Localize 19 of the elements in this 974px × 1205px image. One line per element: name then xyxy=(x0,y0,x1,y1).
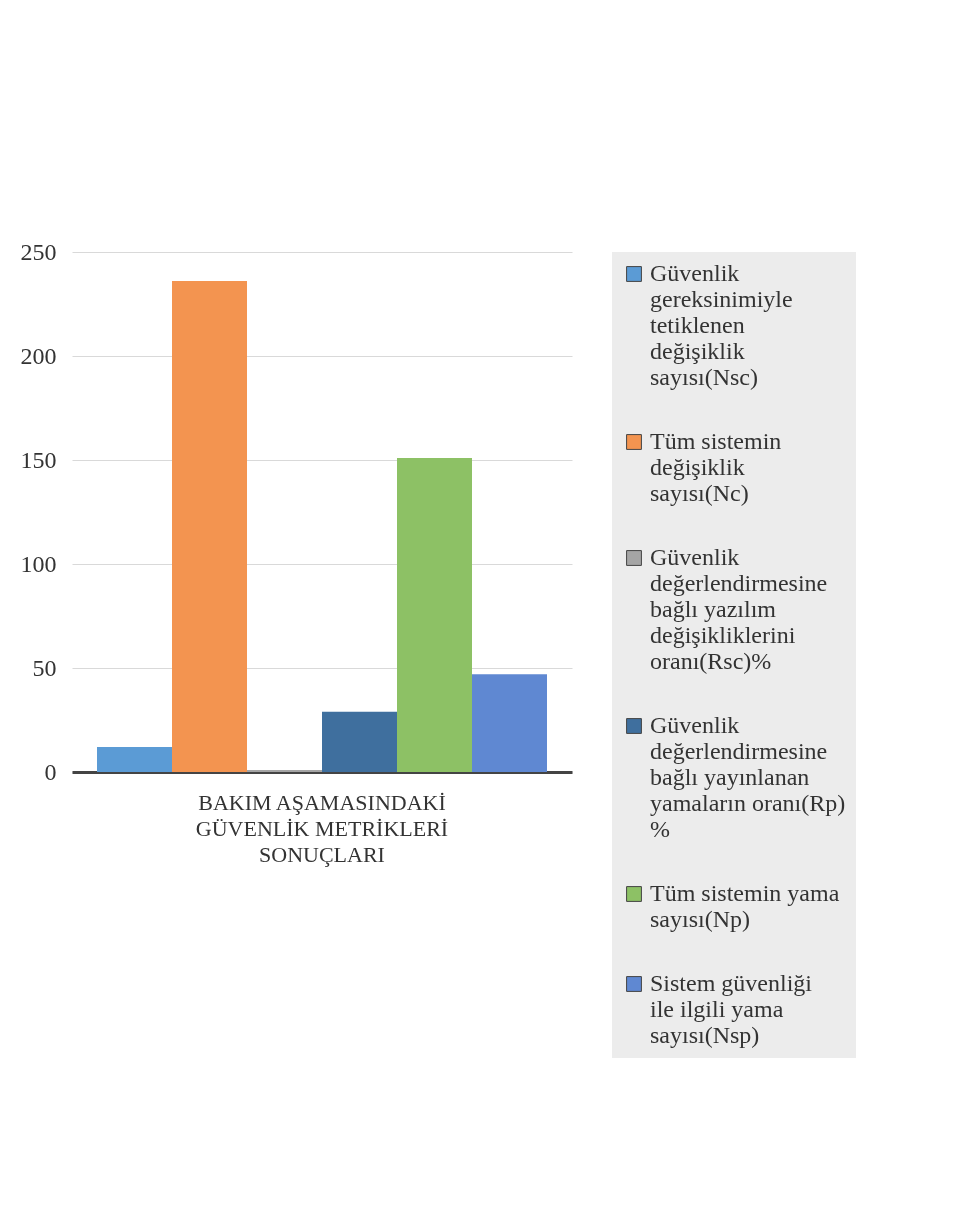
y-tick-label: 150 xyxy=(20,446,57,473)
legend-label: Güvenlik değerlendirmesine bağlı yayınlanan yamaların oranı(Rp) % xyxy=(650,712,846,842)
legend-label: Sistem güvenliği ile ilgili yama sayısı(Nsp) xyxy=(650,970,813,1048)
y-tick-label: 50 xyxy=(32,654,57,681)
y-tick-label: 0 xyxy=(44,758,57,785)
bar xyxy=(172,281,247,772)
bar xyxy=(397,457,472,772)
legend-label: Tüm sistemin değişiklik sayısı(Nc) xyxy=(650,428,782,506)
legend-label: Güvenlik gereksinimiyle tetiklenen değişiklik sayısı(Nsc) xyxy=(650,260,793,390)
x-tick-label: BAKIM AŞAMASINDAKİ GÜVENLİK METRİKLERİ SONUÇLARI xyxy=(195,789,449,867)
legend-label: Güvenlik değerlendirmesine bağlı yazılım değişikliklerini oranı(Rsc)% xyxy=(650,544,828,674)
bar xyxy=(322,711,397,772)
bar xyxy=(247,769,322,772)
legend-label: Tüm sistemin yama sayısı(Np) xyxy=(650,880,840,932)
y-tick-label: 200 xyxy=(20,342,57,369)
bar xyxy=(97,747,172,772)
y-tick-label: 100 xyxy=(20,550,57,577)
y-tick-label: 250 xyxy=(20,238,57,265)
bar xyxy=(472,674,547,772)
